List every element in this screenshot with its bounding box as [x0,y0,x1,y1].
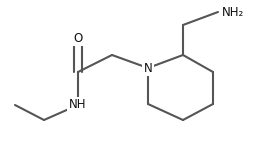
Text: N: N [144,61,152,75]
Text: O: O [73,32,83,45]
Text: NH₂: NH₂ [222,6,244,18]
Text: NH: NH [69,99,87,111]
